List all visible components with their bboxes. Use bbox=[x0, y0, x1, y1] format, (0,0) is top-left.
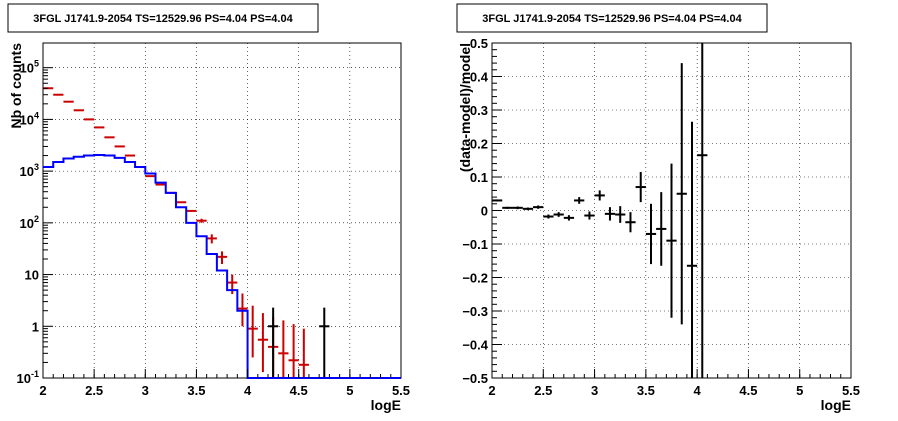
left-y-axis-title: Nb of counts bbox=[8, 43, 24, 129]
right-x-ticks: 2 2.5 3 3.5 4 4.5 5 5.5 bbox=[488, 369, 860, 398]
left-x-ticks: 2 2.5 3 3.5 4 4.5 5 5.5 bbox=[39, 369, 410, 398]
right-y-tick-label: 0.1 bbox=[470, 170, 488, 185]
left-marks bbox=[43, 87, 401, 379]
left-x-tick-label: 3 bbox=[142, 383, 149, 398]
left-y-tick-label: 104 bbox=[20, 110, 39, 127]
right-x-tick-label: 3.5 bbox=[637, 383, 655, 398]
left-x-tick-label: 5 bbox=[346, 383, 353, 398]
right-x-tick-label: 3 bbox=[591, 383, 598, 398]
left-x-tick-label: 2 bbox=[39, 383, 46, 398]
right-x-tick-label: 5.5 bbox=[842, 383, 860, 398]
left-x-tick-label: 5.5 bbox=[392, 383, 410, 398]
right-x-tick-label: 2 bbox=[488, 383, 495, 398]
right-y-tick-label: −0.1 bbox=[462, 237, 488, 252]
right-y-tick-label: 0 bbox=[481, 204, 488, 219]
left-grid bbox=[43, 43, 401, 378]
right-x-axis-title: logE bbox=[821, 397, 851, 413]
right-x-tick-label: 2.5 bbox=[534, 383, 552, 398]
left-title: 3FGL J1741.9-2054 TS=12529.96 PS=4.04 PS… bbox=[33, 13, 293, 25]
right-y-tick-label: 0.2 bbox=[470, 137, 488, 152]
right-y-axis-title: (data-model)/model bbox=[457, 43, 473, 172]
right-x-tick-label: 5 bbox=[796, 383, 803, 398]
blue-model-histogram bbox=[43, 153, 401, 379]
left-histogram-panel: 3FGL J1741.9-2054 TS=12529.96 PS=4.04 PS… bbox=[7, 3, 410, 413]
right-y-tick-label: −0.2 bbox=[462, 271, 488, 286]
left-y-tick-label: 102 bbox=[20, 214, 39, 231]
left-x-tick-label: 4.5 bbox=[290, 383, 308, 398]
right-y-tick-label: −0.5 bbox=[462, 371, 488, 386]
right-residual-panel: 3FGL J1741.9-2054 TS=12529.96 PS=4.04 PS… bbox=[456, 3, 860, 413]
right-y-tick-label: 0.4 bbox=[470, 70, 489, 85]
right-y-tick-label: −0.3 bbox=[462, 304, 488, 319]
right-y-tick-label: −0.4 bbox=[462, 338, 488, 353]
left-y-tick-label: 1 bbox=[32, 319, 39, 334]
left-x-tick-label: 2.5 bbox=[85, 383, 103, 398]
left-x-tick-label: 3.5 bbox=[187, 383, 205, 398]
left-title-box bbox=[7, 3, 319, 33]
left-plot-frame bbox=[42, 42, 402, 379]
right-x-tick-label: 4.5 bbox=[739, 383, 757, 398]
left-x-axis-title: logE bbox=[371, 397, 401, 413]
left-x-tick-label: 4 bbox=[244, 383, 252, 398]
left-y-tick-label: 105 bbox=[20, 59, 39, 76]
left-y-tick-label: 103 bbox=[20, 162, 39, 179]
left-y-tick-label: 10 bbox=[25, 268, 39, 283]
right-title: 3FGL J1741.9-2054 TS=12529.96 PS=4.04 PS… bbox=[482, 13, 742, 25]
left-y-ticks: 10-1 1 10 102 103 104 105 bbox=[17, 59, 53, 386]
right-y-ticks: −0.5 −0.4 −0.3 −0.2 −0.1 0 0.1 0.2 0.3 0.4 0.5 bbox=[462, 36, 502, 386]
right-y-tick-label: 0.3 bbox=[470, 103, 488, 118]
right-y-tick-label: 0.5 bbox=[470, 36, 488, 51]
right-marks bbox=[492, 43, 708, 378]
left-y-tick-label: 10-1 bbox=[17, 369, 39, 386]
right-title-box bbox=[456, 3, 768, 33]
right-x-tick-label: 4 bbox=[694, 383, 702, 398]
